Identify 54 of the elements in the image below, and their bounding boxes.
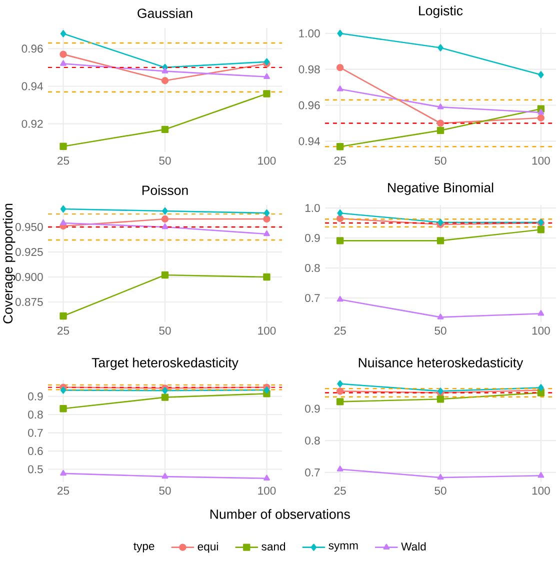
x-tick-label: 50 (159, 326, 171, 335)
y-tick-label: 0.925 (15, 248, 43, 256)
y-tick-label: 0.875 (15, 298, 43, 306)
chart-title: Nuisance heteroskedasticity (358, 358, 524, 370)
legend-label: sand (262, 542, 286, 551)
y-tick-label: 0.9 (28, 392, 43, 400)
y-tick-label: 0.98 (298, 65, 320, 74)
legend-label: Wald (401, 542, 426, 551)
x-tick-label: 50 (434, 486, 446, 495)
y-tick-label: 0.7 (305, 294, 320, 302)
y-tick-label: 0.92 (22, 120, 43, 128)
y-tick-label: 0.6 (28, 447, 43, 456)
y-tick-label: 0.5 (28, 465, 43, 474)
y-tick-label: 0.94 (22, 82, 43, 90)
y-tick-label: 0.7 (305, 468, 320, 476)
y-tick-label: 0.8 (28, 410, 43, 419)
chart-title: Negative Binomial (388, 182, 494, 195)
y-tick-label: 0.9 (305, 234, 320, 242)
x-tick-label: 25 (334, 156, 346, 165)
legend-label: symm (328, 543, 358, 552)
x-tick-label: 25 (58, 486, 70, 495)
y-tick-label: 0.9 (305, 404, 320, 413)
x-tick-label: 100 (258, 326, 276, 335)
y-tick-label: 1.0 (305, 204, 320, 212)
x-tick-label: 100 (258, 156, 276, 165)
chart-title: Poisson (142, 185, 188, 195)
y-tick-label: 0.900 (15, 273, 43, 281)
y-tick-label: 0.96 (298, 101, 320, 110)
y-tick-label: 0.950 (15, 223, 43, 231)
x-tick-label: 50 (159, 486, 171, 495)
x-tick-label: 25 (334, 486, 346, 495)
legend-title: type (134, 542, 154, 552)
chart-title: Logistic (419, 6, 463, 18)
x-tick-label: 25 (334, 326, 346, 335)
y-tick-label: 0.8 (305, 436, 320, 445)
x-axis-title: Number of observations (210, 509, 350, 519)
x-tick-label: 100 (532, 156, 550, 165)
y-tick-label: 0.94 (298, 137, 320, 146)
x-tick-label: 100 (532, 486, 550, 495)
y-tick-label: 0.8 (305, 264, 320, 272)
x-tick-label: 50 (159, 156, 171, 165)
x-tick-label: 50 (434, 156, 446, 165)
x-tick-label: 50 (434, 326, 446, 335)
chart-title: Target heteroskedasticity (92, 358, 238, 370)
y-tick-label: 0.7 (28, 428, 43, 437)
y-tick-label: 0.96 (22, 44, 43, 53)
y-tick-label: 1.00 (299, 29, 320, 38)
y-axis-title: Coverage proportion (2, 204, 16, 324)
x-tick-label: 100 (532, 326, 550, 335)
x-tick-label: 100 (258, 486, 276, 495)
chart-title: Gaussian (138, 8, 192, 18)
legend-label: equi (198, 542, 218, 553)
x-tick-label: 25 (58, 156, 70, 165)
x-tick-label: 25 (58, 326, 70, 335)
